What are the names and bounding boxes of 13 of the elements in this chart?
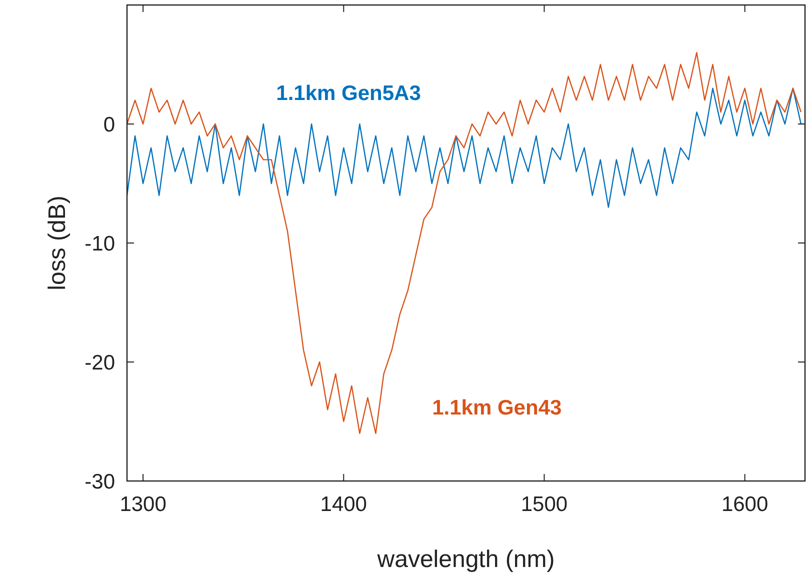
text: 1.1km Gen43 bbox=[432, 396, 562, 420]
x-tick-label: 1300 bbox=[120, 493, 166, 516]
x-tick-label: 1500 bbox=[520, 493, 568, 516]
y-tick-label: 0 bbox=[103, 113, 115, 136]
y-tick-label: -30 bbox=[84, 470, 115, 494]
x-axis-title: wavelength (nm) bbox=[376, 546, 555, 573]
line-series bbox=[126, 52, 802, 434]
series-label: 1.1km Gen5A3 bbox=[276, 82, 421, 106]
y-tick-label: -20 bbox=[84, 351, 115, 374]
x-tick-label: 1600 bbox=[721, 493, 768, 516]
y-axis-title: loss (dB) bbox=[44, 196, 71, 290]
y-tick-label: -10 bbox=[84, 232, 115, 256]
x-tick-label: 1400 bbox=[320, 493, 367, 516]
